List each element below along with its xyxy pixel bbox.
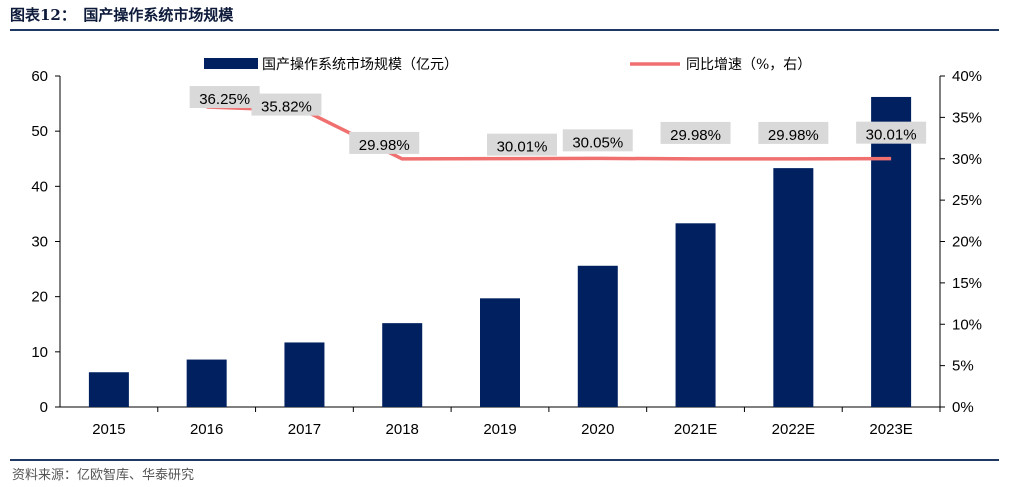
legend-label-line: 同比增速（%，右） xyxy=(686,57,811,73)
legend-swatch-bar xyxy=(204,58,258,69)
y-left-tick-label: 10 xyxy=(31,344,48,361)
bar xyxy=(871,96,912,408)
x-tick-label: 2022E xyxy=(772,421,815,438)
bar xyxy=(382,323,423,407)
data-label-bg xyxy=(660,121,731,144)
bar xyxy=(480,298,520,407)
data-label-bg xyxy=(487,133,557,156)
bar xyxy=(773,168,814,407)
y-right-tick-label: 0% xyxy=(952,399,974,416)
data-label: 29.98% xyxy=(359,137,410,154)
x-tick-label: 2020 xyxy=(581,421,614,438)
y-right-tick-label: 40% xyxy=(952,68,982,85)
x-tick-label: 2021E xyxy=(674,421,717,438)
y-left-tick-label: 20 xyxy=(31,289,48,306)
data-label-bg xyxy=(562,129,633,152)
data-label: 30.01% xyxy=(497,139,548,156)
bar xyxy=(675,223,716,407)
x-tick-label: 2019 xyxy=(483,421,516,438)
data-label: 29.98% xyxy=(670,127,721,144)
y-left-tick-label: 60 xyxy=(31,68,48,85)
figure-title: 图表12： 国产操作系统市场规模 xyxy=(10,6,234,24)
y-right-tick-label: 30% xyxy=(952,151,982,168)
data-label-bg xyxy=(758,121,829,144)
y-left-tick-label: 0 xyxy=(40,399,48,416)
bar xyxy=(284,342,325,407)
x-tick-label: 2023E xyxy=(869,421,912,438)
data-label: 35.82% xyxy=(261,99,312,116)
data-label-bg xyxy=(856,121,927,144)
legend-label-bar: 国产操作系统市场规模（亿元） xyxy=(262,56,458,73)
y-right-tick-label: 15% xyxy=(952,275,982,292)
data-label-bg xyxy=(251,93,322,116)
data-label: 30.05% xyxy=(572,134,623,151)
source-note: 资料来源：亿欧智库、华泰研究 xyxy=(12,468,195,483)
y-right-tick-label: 5% xyxy=(952,358,974,375)
data-label-bg xyxy=(349,131,420,154)
x-tick-label: 2015 xyxy=(92,421,125,438)
y-right-tick-label: 35% xyxy=(952,109,982,126)
data-label-bg xyxy=(189,86,260,109)
y-right-tick-label: 10% xyxy=(952,316,982,333)
y-left-tick-label: 50 xyxy=(31,123,48,140)
growth-line xyxy=(206,105,892,161)
y-right-tick-label: 20% xyxy=(952,234,982,251)
x-tick-label: 2017 xyxy=(288,421,321,438)
data-label: 30.01% xyxy=(866,127,917,144)
bar xyxy=(88,372,129,407)
y-right-tick-label: 25% xyxy=(952,192,982,209)
x-tick-label: 2018 xyxy=(386,421,419,438)
bottom-rule xyxy=(10,459,999,461)
y-left-tick-label: 30 xyxy=(31,234,48,251)
bar xyxy=(186,359,227,407)
x-tick-label: 2016 xyxy=(190,421,223,438)
bar-line-chart: 0 10 20 30 40 50 60 0% 5% 10% 15% 20% 25% 30% 35% 40% 20… xyxy=(31,56,982,438)
top-rule xyxy=(10,29,999,31)
y-left-tick-label: 40 xyxy=(31,178,48,195)
bar xyxy=(577,265,618,407)
data-label: 29.98% xyxy=(768,127,819,144)
data-label: 36.25% xyxy=(199,91,250,108)
